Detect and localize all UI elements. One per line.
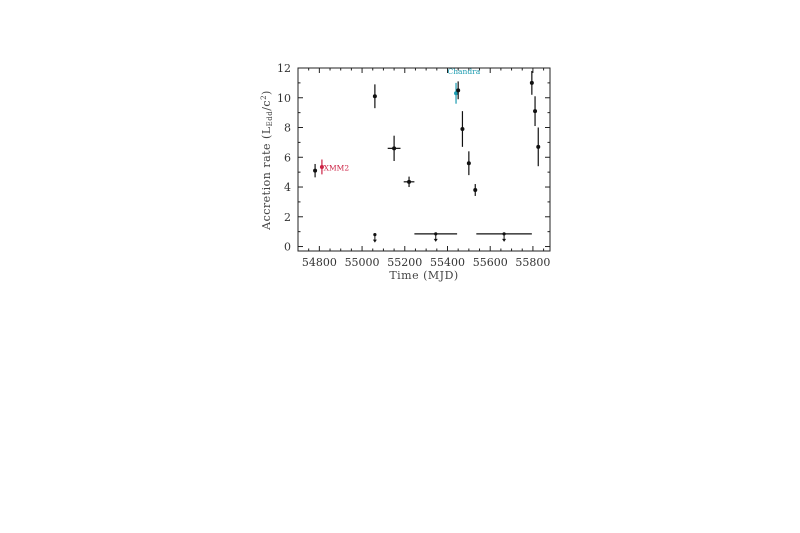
upper-limit-arrow-head	[502, 238, 507, 242]
y-axis-title-prefix: Accretion rate (L	[260, 126, 273, 231]
data-point-default	[460, 111, 465, 147]
data-marker	[372, 94, 377, 99]
upper-limit-marker	[434, 232, 438, 236]
y-tick-label: 6	[284, 151, 291, 164]
annotation-chandra-label: Chandra	[447, 67, 480, 76]
y-tick-label: 4	[284, 181, 291, 194]
x-tick-label: 55200	[387, 256, 422, 269]
annotation-chandra: Chandra	[447, 67, 480, 76]
data-point-default	[313, 163, 318, 178]
x-tick-label: 55800	[515, 256, 550, 269]
upper-limit	[414, 232, 458, 242]
y-tick-label: 2	[284, 211, 291, 224]
data-point-default	[473, 184, 478, 196]
data-marker	[536, 144, 541, 149]
upper-limit	[476, 232, 532, 242]
y-axis-title-suffix: )	[260, 90, 273, 95]
y-axis-title-mid: /c	[260, 100, 273, 111]
upper-limit-arrow-head	[372, 239, 377, 243]
y-axis-title-subscript: Edd	[266, 111, 274, 127]
y-tick-label: 8	[284, 122, 291, 135]
data-marker	[456, 88, 461, 93]
plot-frame	[297, 67, 551, 252]
data-point-default	[536, 127, 541, 167]
y-axis-title-superscript: 2	[260, 95, 268, 100]
data-marker	[313, 168, 318, 173]
data-point-default	[466, 151, 471, 176]
upper-limit-arrow-head	[433, 238, 438, 242]
data-marker	[392, 146, 397, 151]
data-points	[313, 70, 541, 243]
data-point-default	[387, 135, 401, 161]
data-point-chandra	[454, 82, 459, 104]
data-point-default	[403, 176, 415, 188]
axis-ticks: 54800 55000 55200 55400 55600 55800 0 2 4 6 8 10 12	[277, 62, 550, 269]
data-point-default	[529, 70, 534, 95]
x-axis-title: Time (MJD)	[389, 269, 458, 282]
x-tick-label: 55600	[473, 256, 508, 269]
upper-limit	[372, 233, 377, 243]
y-axis-title: Accretion rate (LEdd/c2)	[260, 90, 274, 231]
upper-limit-marker	[373, 233, 377, 237]
x-tick-label: 54800	[302, 256, 337, 269]
y-tick-label: 10	[277, 92, 291, 105]
data-point-default	[372, 84, 377, 109]
data-point-default	[456, 81, 461, 100]
x-tick-label: 55400	[430, 256, 465, 269]
data-marker	[529, 80, 534, 85]
data-marker	[460, 127, 465, 131]
data-marker	[319, 164, 324, 169]
data-marker	[454, 91, 459, 96]
x-tick-label: 55000	[345, 256, 380, 269]
data-marker	[533, 109, 538, 114]
y-tick-label: 12	[277, 62, 291, 75]
data-marker	[473, 188, 478, 192]
annotation-xmm2-label: XMM2	[324, 164, 350, 173]
data-point-xmm	[319, 159, 324, 175]
y-tick-label: 0	[284, 241, 291, 254]
annotation-xmm2: XMM2	[324, 164, 350, 173]
upper-limit-marker	[502, 232, 506, 236]
data-marker	[407, 179, 412, 184]
data-point-default	[533, 96, 538, 127]
data-marker	[466, 161, 471, 166]
